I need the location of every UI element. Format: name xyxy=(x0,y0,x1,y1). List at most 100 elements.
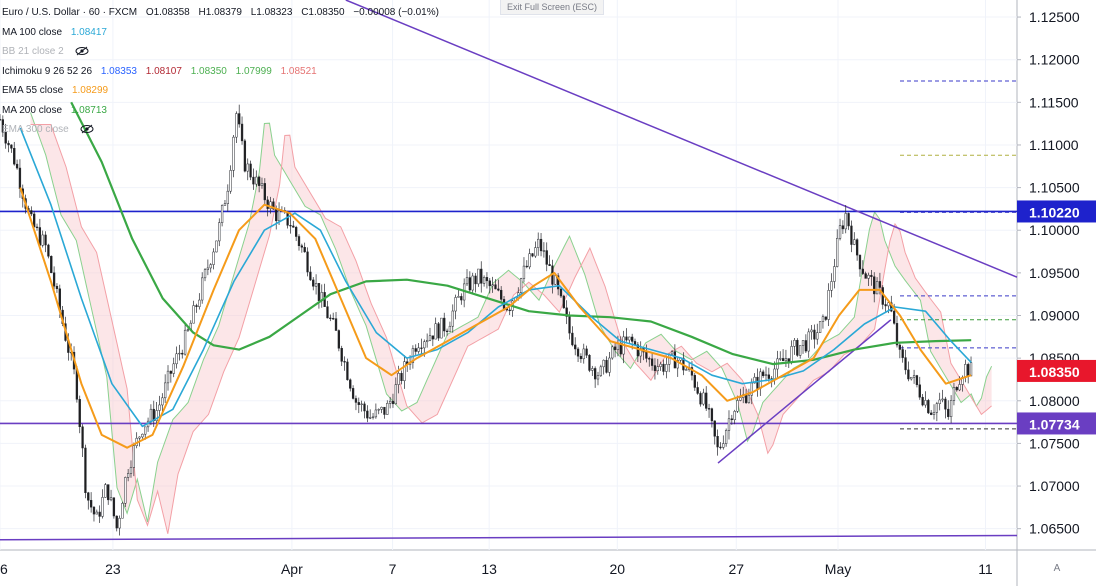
candle-body xyxy=(44,234,47,246)
price-tag-label: 1.10220 xyxy=(1029,204,1080,220)
candle-body xyxy=(884,304,887,307)
candle-body xyxy=(699,393,702,405)
candle-body xyxy=(949,400,953,417)
candle-body xyxy=(747,394,751,403)
candle-body xyxy=(608,357,611,373)
candle-body xyxy=(804,340,808,352)
candle-body xyxy=(186,329,190,331)
candle-body xyxy=(625,336,628,341)
y-tick-label: 1.12500 xyxy=(1029,9,1080,25)
indicator-ma100[interactable]: MA 100 close 1.08417 xyxy=(2,23,439,43)
candle-body xyxy=(824,316,827,320)
candle-body xyxy=(52,272,56,287)
candle-body xyxy=(579,355,583,360)
candle-body xyxy=(548,264,551,267)
candle-body xyxy=(705,392,708,409)
candle-body xyxy=(229,170,232,192)
candle-body xyxy=(121,503,124,519)
indicator-value: 1.08417 xyxy=(70,26,107,38)
candle-body xyxy=(309,271,312,281)
candle-body xyxy=(938,399,941,404)
time-axis[interactable]: 6 23 Apr 7 13 20 27 May 11 xyxy=(0,561,993,577)
y-tick-label: 1.08000 xyxy=(1029,393,1080,409)
candle-body xyxy=(719,446,722,449)
candle-body xyxy=(203,269,207,279)
candle-body xyxy=(92,506,96,515)
candle-body xyxy=(434,323,437,340)
candle-body xyxy=(149,408,153,422)
symbol-header[interactable]: Euro / U.S. Dollar · 60 · FXCM O1.08358 … xyxy=(2,3,439,23)
candle-body xyxy=(394,384,397,405)
trendlines[interactable] xyxy=(0,0,1018,541)
x-tick-label: 27 xyxy=(729,561,745,577)
candle-body xyxy=(78,399,81,428)
candle-body xyxy=(275,208,278,222)
indicator-ema300[interactable]: EMA 300 close xyxy=(2,120,439,140)
trendline xyxy=(717,319,892,464)
candle-body xyxy=(833,266,836,282)
candle-body xyxy=(665,364,668,372)
y-tick-label: 1.07000 xyxy=(1029,478,1080,494)
candle-body xyxy=(733,411,736,421)
indicator-label: MA 200 close xyxy=(2,104,63,116)
eye-crossed-icon[interactable] xyxy=(75,46,89,56)
candle-body xyxy=(391,400,395,405)
candle-body xyxy=(864,273,867,279)
candle-body xyxy=(762,371,765,376)
indicator-ichimoku[interactable]: Ichimoku 9 26 52 26 1.08353 1.08107 1.08… xyxy=(2,62,439,82)
y-tick-label: 1.11500 xyxy=(1029,94,1079,110)
candle-body xyxy=(240,123,244,142)
candle-body xyxy=(613,346,617,351)
candle-body xyxy=(255,176,258,185)
candle-body xyxy=(739,397,742,401)
candle-body xyxy=(539,238,543,252)
candle-body xyxy=(357,402,360,405)
indicator-bb21[interactable]: BB 21 close 2 xyxy=(2,42,439,62)
candle-body xyxy=(437,323,440,339)
candle-body xyxy=(4,131,7,144)
x-tick-label: 23 xyxy=(105,561,121,577)
candle-body xyxy=(425,340,429,342)
candle-body xyxy=(471,275,474,291)
candle-body xyxy=(873,276,876,295)
candle-body xyxy=(431,335,434,340)
candle-body xyxy=(571,332,574,346)
candle-body xyxy=(844,213,847,230)
candle-body xyxy=(724,430,728,444)
price-tag xyxy=(1017,200,1096,223)
candle-body xyxy=(101,497,104,517)
fib-levels xyxy=(900,80,1017,430)
candle-body xyxy=(104,484,107,498)
candle-body xyxy=(41,234,44,246)
price-axis[interactable]: 1.12500 1.12000 1.11500 1.11000 1.10500 1.100… xyxy=(1017,9,1096,537)
candle-body xyxy=(169,370,173,374)
candle-body xyxy=(468,277,472,291)
high-value: H1.08379 xyxy=(198,7,242,18)
candle-body xyxy=(568,316,571,334)
candle-body xyxy=(87,492,90,501)
candle-body xyxy=(935,403,939,413)
candle-body xyxy=(838,225,842,239)
candle-body xyxy=(611,346,614,359)
exit-fullscreen-button[interactable]: Exit Full Screen (ESC) xyxy=(500,0,605,15)
candle-body xyxy=(89,500,93,508)
candle-body xyxy=(967,364,970,377)
candle-body xyxy=(223,203,227,206)
candle-body xyxy=(773,368,776,380)
candle-body xyxy=(314,283,318,287)
candle-body xyxy=(562,295,565,309)
indicator-ma200[interactable]: MA 200 close 1.08713 xyxy=(2,101,439,121)
candle-body xyxy=(796,339,799,356)
candle-body xyxy=(813,329,816,340)
candle-body xyxy=(312,279,315,287)
indicator-ema55[interactable]: EMA 55 close 1.08299 xyxy=(2,81,439,101)
indicator-value: 1.08353 xyxy=(100,65,137,77)
candle-body xyxy=(784,358,788,362)
eye-crossed-icon[interactable] xyxy=(80,124,94,134)
x-tick-label: 7 xyxy=(389,561,397,577)
candle-body xyxy=(779,358,782,360)
candle-body xyxy=(112,497,116,517)
auto-scale-button[interactable]: A xyxy=(1053,563,1061,574)
